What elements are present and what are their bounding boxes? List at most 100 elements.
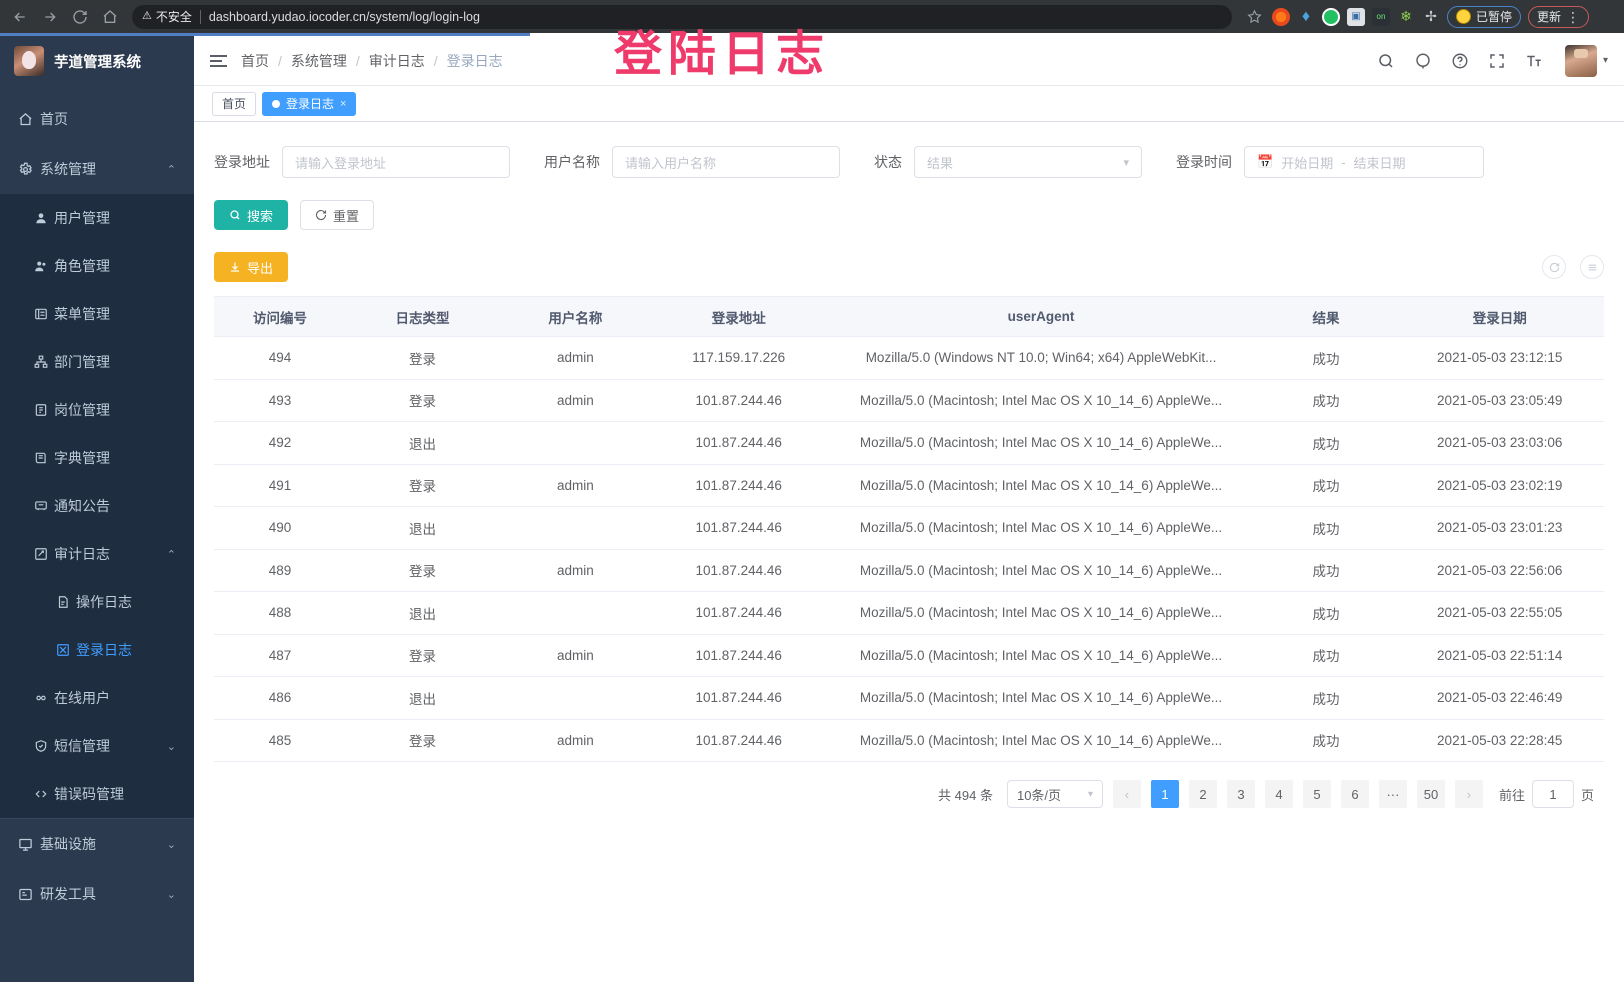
kebab-menu-icon[interactable]: ⋮	[1566, 8, 1581, 25]
translate-icon[interactable]: ▣	[1347, 7, 1365, 26]
table-row[interactable]: 487 登录 admin 101.87.244.46 Mozilla/5.0 (…	[214, 634, 1604, 677]
refresh-circle-icon[interactable]	[1542, 255, 1566, 279]
star-icon[interactable]	[1240, 3, 1268, 31]
login-address-input[interactable]: 请输入登录地址	[282, 146, 510, 178]
fullscreen-icon[interactable]	[1488, 52, 1506, 70]
search-icon[interactable]	[1377, 52, 1395, 70]
column-header-useragent[interactable]: userAgent	[825, 296, 1257, 337]
page-button-2[interactable]: 2	[1188, 780, 1217, 808]
table-row[interactable]: 489 登录 admin 101.87.244.46 Mozilla/5.0 (…	[214, 549, 1604, 592]
font-size-icon[interactable]	[1525, 52, 1543, 70]
sidebar-item-label: 登录日志	[76, 642, 132, 658]
table-row[interactable]: 485 登录 admin 101.87.244.46 Mozilla/5.0 (…	[214, 719, 1604, 762]
cell-type: 登录	[346, 549, 499, 592]
home-icon[interactable]	[96, 3, 124, 31]
ublock-icon[interactable]	[1272, 7, 1290, 26]
cell-ip: 117.159.17.226	[651, 336, 826, 380]
prev-page-button[interactable]: ‹	[1112, 780, 1141, 808]
tab-login-log[interactable]: 登录日志 ×	[262, 91, 357, 116]
puzzle-icon[interactable]: ✢	[1425, 8, 1437, 24]
sidebar-item-system[interactable]: 系统管理 ⌃	[0, 144, 194, 194]
date-start-placeholder: 开始日期	[1281, 155, 1334, 171]
table-row[interactable]: 488 退出 101.87.244.46 Mozilla/5.0 (Macint…	[214, 591, 1604, 635]
sidebar-item-dept-mgmt[interactable]: 部门管理	[0, 338, 194, 386]
export-button[interactable]: 导出	[214, 252, 289, 282]
tabs-bar: 首页 登录日志 ×	[194, 86, 1624, 122]
column-header-type[interactable]: 日志类型	[346, 296, 499, 337]
cell-type: 退出	[346, 506, 499, 550]
next-page-button[interactable]: ›	[1454, 780, 1483, 808]
sidebar-item-infra[interactable]: 基础设施 ⌄	[0, 819, 194, 869]
update-label: 更新	[1537, 10, 1562, 24]
breadcrumb-item[interactable]: 审计日志	[368, 52, 425, 69]
column-header-user[interactable]: 用户名称	[498, 296, 652, 337]
sidebar-item-sms-mgmt[interactable]: 短信管理 ⌄	[0, 722, 194, 770]
github-icon[interactable]	[1414, 52, 1432, 70]
diamond-icon[interactable]: ♦	[1301, 7, 1311, 25]
address-bar[interactable]: ⚠ 不安全 dashboard.yudao.iocoder.cn/system/…	[132, 4, 1232, 29]
jump-input[interactable]: 1	[1531, 780, 1574, 808]
cell-id: 494	[214, 336, 347, 380]
sidebar-item-dict-mgmt[interactable]: 字典管理	[0, 434, 194, 482]
page-ellipsis[interactable]: ···	[1378, 780, 1407, 808]
sidebar-item-label: 首页	[40, 111, 68, 127]
table-row[interactable]: 486 退出 101.87.244.46 Mozilla/5.0 (Macint…	[214, 676, 1604, 720]
tab-home[interactable]: 首页	[212, 91, 257, 116]
search-button[interactable]: 搜索	[214, 200, 289, 230]
update-pill[interactable]: 更新 ⋮	[1528, 5, 1590, 28]
sidebar-item-post-mgmt[interactable]: 岗位管理	[0, 386, 194, 434]
page-button-5[interactable]: 5	[1302, 780, 1331, 808]
cell-useragent: Mozilla/5.0 (Macintosh; Intel Mac OS X 1…	[825, 634, 1257, 677]
column-header-date[interactable]: 登录日期	[1395, 296, 1604, 337]
sidebar-item-dev-tools[interactable]: 研发工具 ⌄	[0, 869, 194, 919]
page-button-3[interactable]: 3	[1226, 780, 1255, 808]
cell-result: 成功	[1256, 336, 1396, 380]
user-name-input[interactable]: 请输入用户名称	[612, 146, 840, 178]
close-icon[interactable]: ×	[340, 97, 347, 110]
table-row[interactable]: 493 登录 admin 101.87.244.46 Mozilla/5.0 (…	[214, 379, 1604, 422]
page-button-6[interactable]: 6	[1340, 780, 1369, 808]
table-row[interactable]: 492 退出 101.87.244.46 Mozilla/5.0 (Macint…	[214, 421, 1604, 465]
avatar[interactable]	[1564, 44, 1597, 77]
column-header-ip[interactable]: 登录地址	[651, 296, 826, 337]
sidebar-item-user-mgmt[interactable]: 用户管理	[0, 194, 194, 242]
sidebar-item-online-user[interactable]: 在线用户	[0, 674, 194, 722]
sidebar-item-audit-log[interactable]: 审计日志 ⌃	[0, 530, 194, 578]
sidebar-item-operation-log[interactable]: 操作日志	[0, 578, 194, 626]
wechat-icon[interactable]	[1322, 7, 1340, 26]
sidebar-brand[interactable]: 芋道管理系统	[0, 36, 194, 86]
breadcrumb-item[interactable]: 系统管理	[290, 52, 347, 69]
status-select[interactable]: 结果 ▾	[914, 146, 1142, 178]
table-row[interactable]: 490 退出 101.87.244.46 Mozilla/5.0 (Macint…	[214, 506, 1604, 550]
sidebar-item-home[interactable]: 首页	[0, 94, 194, 144]
column-header-result[interactable]: 结果	[1256, 296, 1396, 337]
chevron-down-icon[interactable]: ▾	[1602, 55, 1608, 66]
hamburger-icon[interactable]	[210, 54, 227, 67]
reload-icon[interactable]	[66, 3, 94, 31]
forward-arrow-icon[interactable]	[36, 3, 64, 31]
grid-icon[interactable]: on	[1372, 7, 1390, 26]
columns-circle-icon[interactable]	[1580, 255, 1604, 279]
sidebar-item-role-mgmt[interactable]: 角色管理	[0, 242, 194, 290]
paused-pill[interactable]: 已暂停	[1447, 5, 1522, 28]
avatar-menu[interactable]: ▾	[1564, 44, 1608, 77]
page-size-select[interactable]: 10条/页 ▾	[1006, 780, 1103, 808]
table-row[interactable]: 491 登录 admin 101.87.244.46 Mozilla/5.0 (…	[214, 464, 1604, 507]
page-button-last[interactable]: 50	[1416, 780, 1445, 808]
table-row[interactable]: 494 登录 admin 117.159.17.226 Mozilla/5.0 …	[214, 336, 1604, 380]
help-icon[interactable]	[1451, 52, 1469, 70]
tools-icon	[18, 887, 40, 902]
sidebar-item-notice[interactable]: 通知公告	[0, 482, 194, 530]
back-arrow-icon[interactable]	[6, 3, 34, 31]
cell-type: 登录	[346, 634, 499, 677]
page-button-1[interactable]: 1	[1150, 780, 1179, 808]
page-button-4[interactable]: 4	[1264, 780, 1293, 808]
leaf-icon[interactable]: ❄	[1400, 8, 1412, 24]
sidebar-item-error-code[interactable]: 错误码管理	[0, 770, 194, 818]
column-header-id[interactable]: 访问编号	[214, 296, 347, 337]
reset-button[interactable]: 重置	[300, 200, 375, 230]
sidebar-item-menu-mgmt[interactable]: 菜单管理	[0, 290, 194, 338]
breadcrumb-item[interactable]: 首页	[241, 52, 269, 69]
sidebar-item-login-log[interactable]: 登录日志	[0, 626, 194, 674]
login-time-daterange[interactable]: 📅 开始日期 - 结束日期	[1244, 146, 1484, 178]
